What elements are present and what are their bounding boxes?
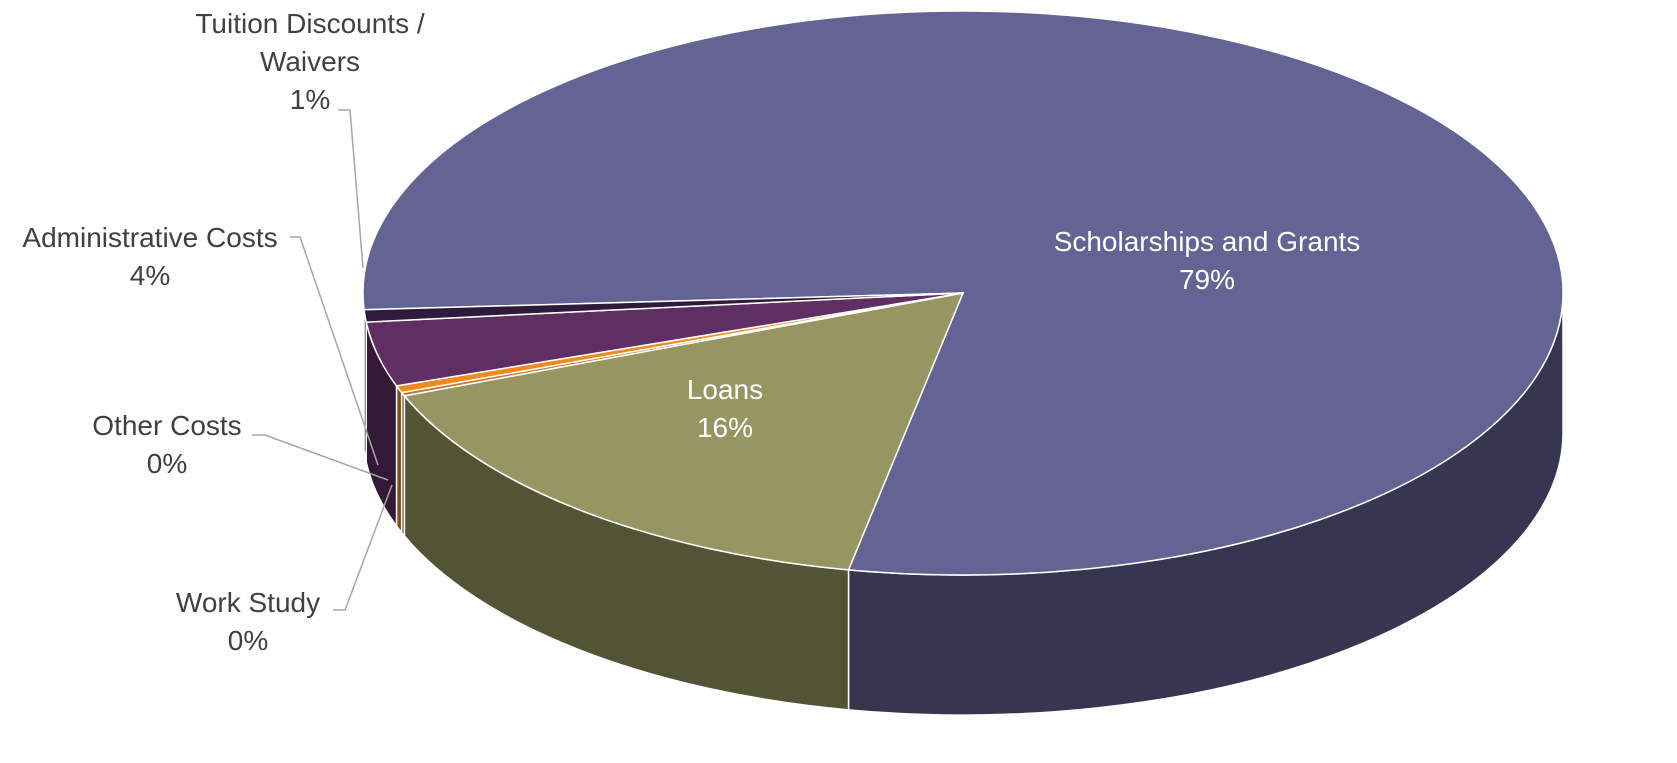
leader-line <box>252 434 389 481</box>
value-label: 16% <box>696 412 754 443</box>
data-label: Work Study 0% <box>148 584 348 660</box>
value-label: 1% <box>289 84 331 115</box>
category-name: Tuition Discounts / Waivers <box>195 8 425 77</box>
value-label: 4% <box>129 260 171 291</box>
category-name: Loans <box>686 374 764 405</box>
category-name: Scholarships and Grants <box>1053 226 1361 257</box>
value-label: 0% <box>146 448 188 479</box>
leader-line <box>338 109 364 269</box>
value-label: 79% <box>1178 264 1236 295</box>
data-label: Other Costs 0% <box>67 407 267 483</box>
data-label: Scholarships and Grants 79% <box>997 223 1417 299</box>
data-label: Loans 16% <box>625 371 825 447</box>
leader-line <box>333 484 393 611</box>
data-label: Tuition Discounts / Waivers 1% <box>175 5 445 119</box>
slice-side <box>395 383 403 535</box>
slice <box>363 292 964 323</box>
slice-side <box>363 309 367 463</box>
category-name: Administrative Costs <box>22 222 278 253</box>
data-label: Administrative Costs 4% <box>0 219 300 295</box>
category-name: Work Study <box>175 587 321 618</box>
slice <box>402 292 965 571</box>
leader-line <box>290 236 379 466</box>
value-label: 0% <box>227 625 269 656</box>
category-name: Other Costs <box>92 410 242 441</box>
